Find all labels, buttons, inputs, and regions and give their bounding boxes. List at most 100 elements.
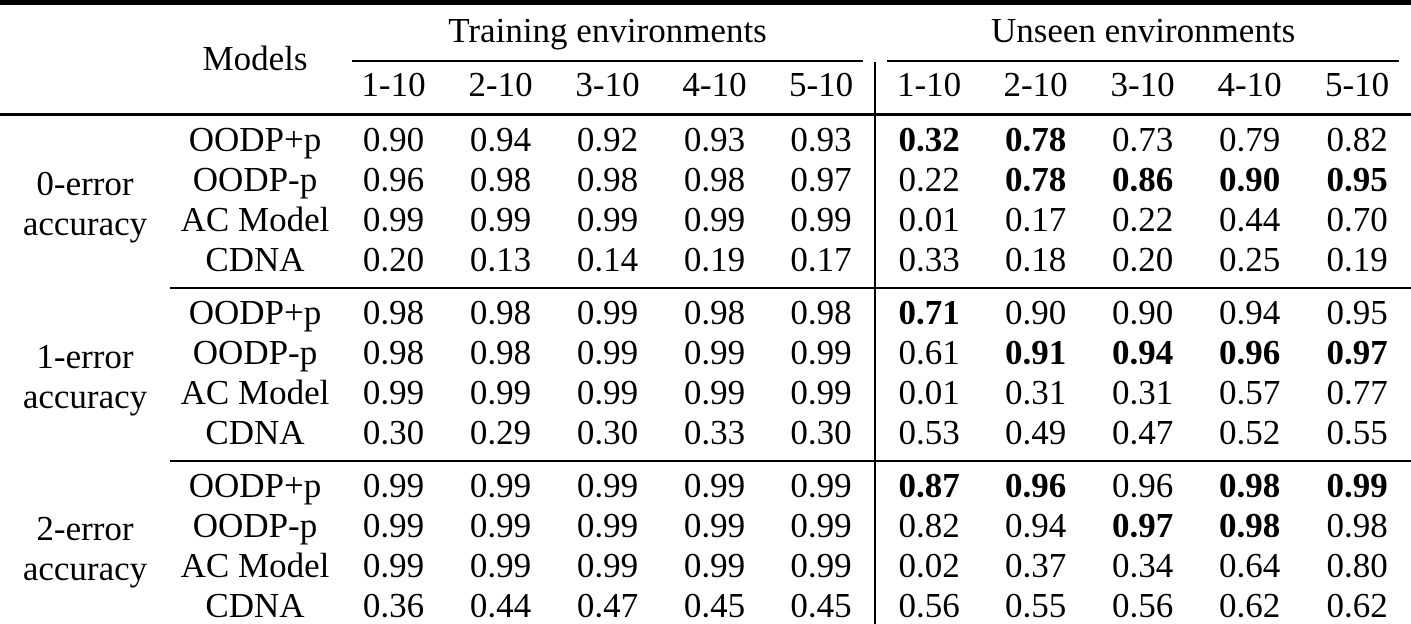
training-value: 0.99: [576, 292, 639, 332]
group-label-2-error: 2-error accuracy: [22, 509, 148, 589]
unseen-value: 0.55: [1303, 413, 1411, 463]
unseen-value: 0.56: [874, 586, 983, 624]
training-value: 0.30: [554, 413, 661, 463]
training-value: 0.99: [576, 199, 639, 239]
table-body: 0-error accuracy OODP+p 0.90 0.94 0.92 0.93 0.…: [0, 114, 1411, 624]
training-value: 0.14: [554, 240, 661, 290]
unseen-value: 0.86: [1111, 159, 1174, 199]
training-value: 0.47: [554, 586, 661, 624]
training-value: 0.33: [661, 413, 768, 463]
unseen-value: 0.32: [874, 114, 983, 161]
training-value: 0.98: [469, 159, 532, 199]
training-value: 0.99: [469, 465, 532, 505]
training-value: 0.30: [340, 413, 447, 463]
table-row: OODP-p 0.96 0.98 0.98 0.98 0.97 0.22 0.78 0.86 0.…: [0, 159, 1411, 201]
group-label-0-error: 0-error accuracy: [22, 164, 148, 244]
unseen-value: 0.34: [1111, 545, 1174, 585]
model-name: OODP+p: [188, 292, 322, 332]
training-value: 0.98: [362, 292, 425, 332]
training-value: 0.99: [790, 332, 852, 372]
training-value: 0.98: [576, 159, 639, 199]
unseen-value: 0.78: [1004, 119, 1067, 159]
unseen-value: 0.53: [874, 413, 983, 463]
training-value: 0.99: [362, 505, 425, 545]
unseen-value: 0.71: [874, 288, 983, 334]
training-value: 0.92: [576, 119, 639, 159]
training-value: 0.99: [576, 372, 639, 412]
table-row: 0-error accuracy OODP+p 0.90 0.94 0.92 0.93 0.…: [0, 114, 1411, 243]
unseen-value: 0.87: [874, 461, 983, 507]
unseen-value: 0.73: [1111, 119, 1174, 159]
model-name: AC Model: [180, 372, 330, 412]
unseen-value: 0.49: [982, 413, 1090, 463]
unseen-value: 0.01: [874, 200, 983, 241]
training-value: 0.99: [362, 545, 425, 585]
training-value: 0.36: [340, 586, 447, 624]
subheader-unseen-2-10: 2-10: [982, 61, 1090, 117]
subheader-unseen-3-10: 3-10: [1089, 61, 1197, 117]
training-value: 0.99: [469, 505, 532, 545]
subheader-training-2-10: 2-10: [447, 61, 554, 117]
training-value: 0.99: [683, 372, 746, 412]
model-name: CDNA: [170, 586, 340, 624]
subheader-unseen-1-10: 1-10: [874, 61, 983, 117]
unseen-value: 0.98: [1326, 505, 1388, 545]
unseen-value: 0.91: [1004, 332, 1067, 372]
model-name: AC Model: [180, 199, 330, 239]
training-value: 0.93: [790, 119, 852, 159]
model-name: OODP-p: [192, 332, 318, 372]
unseen-value: 0.90: [1004, 292, 1067, 332]
unseen-value: 0.95: [1326, 159, 1388, 199]
unseen-value: 0.62: [1196, 586, 1304, 624]
training-value: 0.98: [469, 332, 532, 372]
unseen-value: 0.97: [1326, 332, 1388, 372]
unseen-value: 0.94: [1218, 292, 1281, 332]
training-value: 0.17: [768, 240, 876, 290]
training-value: 0.99: [683, 332, 746, 372]
training-value: 0.20: [340, 240, 447, 290]
unseen-value: 0.02: [874, 546, 983, 587]
table-row: AC Model 0.99 0.99 0.99 0.99 0.99 0.02 0.37 0.34…: [0, 545, 1411, 587]
training-value: 0.99: [576, 465, 639, 505]
unseen-value: 0.61: [874, 333, 983, 374]
unseen-value: 0.33: [874, 240, 983, 290]
unseen-value: 0.18: [982, 240, 1090, 290]
training-value: 0.99: [683, 545, 746, 585]
unseen-environments-label: Unseen environments: [887, 5, 1400, 62]
unseen-value: 0.17: [1004, 199, 1067, 239]
unseen-value: 0.52: [1196, 413, 1304, 463]
training-value: 0.99: [362, 465, 425, 505]
unseen-value: 0.98: [1218, 465, 1281, 505]
training-value: 0.99: [469, 199, 532, 239]
table-row: CDNA 0.36 0.44 0.47 0.45 0.45 0.56 0.55 0.56 0.62…: [0, 586, 1411, 624]
model-name: AC Model: [180, 545, 330, 585]
training-value: 0.93: [683, 119, 746, 159]
unseen-value: 0.31: [1004, 372, 1067, 412]
unseen-value: 0.78: [1004, 159, 1067, 199]
table-row: AC Model 0.99 0.99 0.99 0.99 0.99 0.01 0.17 0.22…: [0, 199, 1411, 241]
training-environments-header: Training environments: [340, 3, 875, 62]
unseen-value: 0.94: [1004, 505, 1067, 545]
training-value: 0.99: [790, 199, 852, 239]
table-row: CDNA 0.30 0.29 0.30 0.33 0.30 0.53 0.49 0.47 0.52…: [0, 413, 1411, 463]
unseen-value: 0.94: [1111, 332, 1174, 372]
model-name: OODP+p: [188, 465, 322, 505]
training-value: 0.13: [447, 240, 554, 290]
training-value: 0.98: [683, 159, 746, 199]
unseen-value: 0.70: [1326, 199, 1388, 239]
training-value: 0.99: [576, 332, 639, 372]
training-value: 0.98: [362, 332, 425, 372]
model-name: CDNA: [170, 413, 340, 463]
training-value: 0.44: [447, 586, 554, 624]
subheader-training-3-10: 3-10: [554, 61, 661, 117]
unseen-value: 0.20: [1089, 240, 1197, 290]
unseen-value: 0.01: [874, 373, 983, 414]
model-name: CDNA: [170, 240, 340, 290]
unseen-environments-header: Unseen environments: [875, 3, 1411, 62]
unseen-value: 0.57: [1218, 372, 1281, 412]
training-environments-label: Training environments: [352, 5, 864, 62]
unseen-value: 0.55: [982, 586, 1090, 624]
models-column-header: Models: [170, 2, 340, 117]
unseen-value: 0.95: [1326, 292, 1388, 332]
